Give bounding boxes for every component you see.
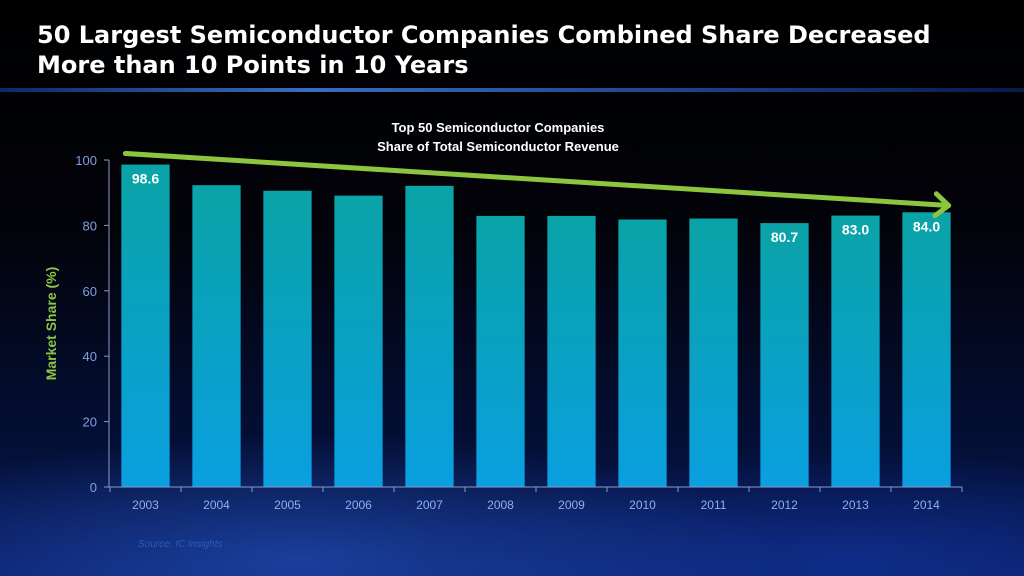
bar-2003	[121, 164, 170, 487]
bar-2014	[902, 212, 951, 487]
x-tick-label: 2011	[701, 498, 727, 512]
x-tick-label: 2007	[416, 498, 443, 512]
data-label-2012: 80.7	[771, 229, 798, 245]
slide-title-line1: 50 Largest Semiconductor Companies Combi…	[37, 21, 931, 49]
slide-title: 50 Largest Semiconductor Companies Combi…	[37, 20, 931, 80]
y-tick-label: 40	[83, 349, 97, 364]
chart-title: Top 50 Semiconductor Companies	[391, 120, 605, 135]
x-tick-label: 2014	[913, 498, 940, 512]
x-tick-label: 2010	[629, 498, 656, 512]
title-divider	[0, 88, 1024, 92]
axes-group: 0 20 40 60 80 100 2003 2004 2005 2006 2007 2008 2009…	[43, 153, 963, 512]
bar-2004	[192, 185, 241, 487]
x-tick-label: 2005	[274, 498, 301, 512]
bar-2013	[831, 215, 880, 487]
x-tick-label: 2008	[487, 498, 514, 512]
trend-arrow-shaft	[122, 150, 952, 209]
bar-2010	[618, 219, 667, 487]
bar-2007	[405, 185, 454, 487]
x-tick-label: 2006	[345, 498, 372, 512]
labels-group: 98.6 80.7 83.0 84.0	[132, 171, 940, 246]
bar-2008	[476, 215, 525, 488]
bar-2012	[760, 223, 809, 487]
x-tick-label: 2013	[842, 498, 869, 512]
slide-title-line2: More than 10 Points in 10 Years	[37, 51, 469, 79]
data-label-2014: 84.0	[913, 218, 940, 234]
x-tick-label: 2012	[771, 498, 798, 512]
bar-2006	[334, 195, 383, 487]
bars-group	[121, 164, 951, 488]
chart-title-block: Top 50 Semiconductor Companies Share of …	[298, 118, 698, 156]
x-tick-label: 2003	[132, 498, 159, 512]
bar-2011	[689, 218, 738, 487]
x-tick-label: 2009	[558, 498, 585, 512]
y-tick-label: 60	[83, 284, 97, 299]
y-axis-title: Market Share (%)	[43, 267, 59, 381]
bar-2005	[263, 190, 312, 487]
y-tick-label: 80	[83, 218, 97, 233]
x-tick-label: 2004	[203, 498, 230, 512]
data-label-2013: 83.0	[842, 222, 869, 238]
data-label-2003: 98.6	[132, 171, 159, 187]
y-tick-label: 0	[90, 480, 97, 495]
chart-subtitle: Share of Total Semiconductor Revenue	[377, 139, 619, 154]
trend-arrow-head-icon	[932, 191, 952, 219]
y-tick-label: 100	[75, 153, 97, 168]
y-tick-label: 20	[83, 415, 97, 430]
trend-arrow-group	[122, 150, 952, 219]
source-note: Source: IC Insights	[138, 539, 223, 550]
bar-2009	[547, 215, 596, 488]
